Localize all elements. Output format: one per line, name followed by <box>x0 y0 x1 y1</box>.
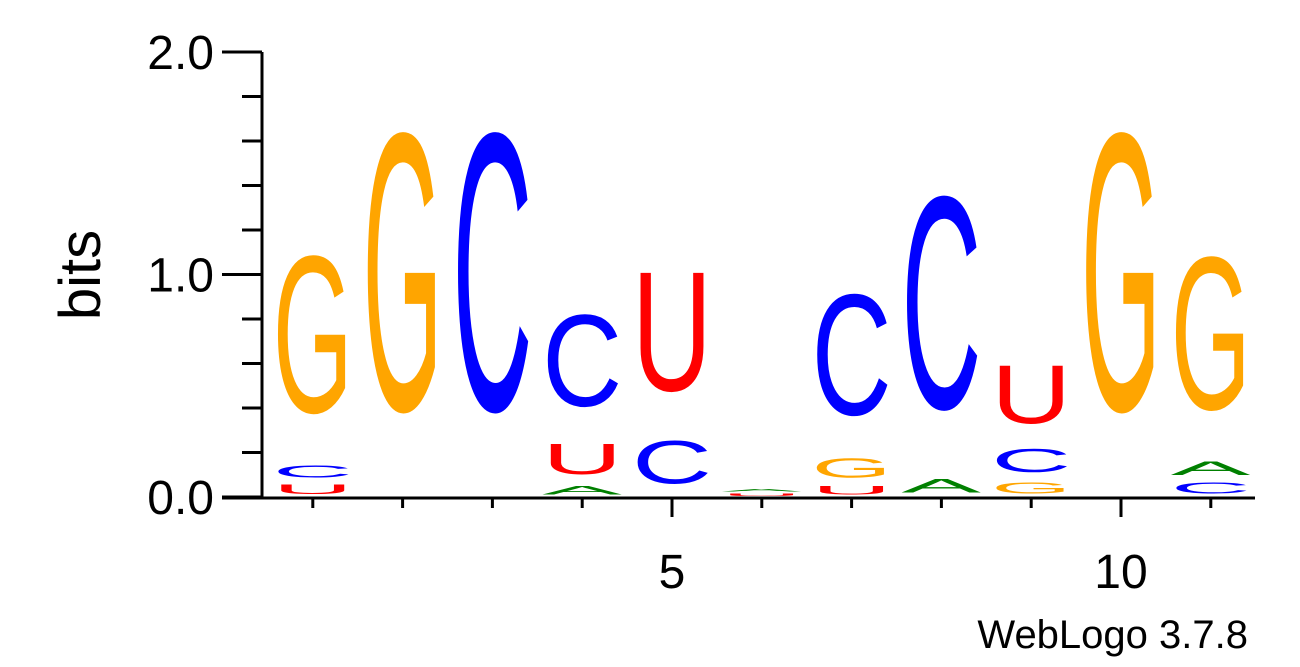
logo-letter-C-pos-11: C <box>1171 479 1251 497</box>
logo-letter-G-pos-9: G <box>991 479 1071 497</box>
logo-letter-C-pos-4: C <box>542 287 622 434</box>
logo-letter-G-pos-2: G <box>363 51 443 495</box>
logo-letter-U-pos-9: U <box>991 347 1071 441</box>
logo-letter-C-pos-5: C <box>632 428 712 497</box>
y-axis-label: bits <box>48 230 113 320</box>
logo-letter-A-pos-6: A <box>722 488 803 492</box>
x-tick-label: 5 <box>659 546 686 599</box>
logo-letter-C-pos-3: C <box>452 50 532 494</box>
logo-letter-A-pos-8: A <box>901 475 981 497</box>
logo-letter-U-pos-5: U <box>632 236 712 427</box>
logo-letter-C-pos-9: C <box>991 442 1071 480</box>
y-tick-label: 2.0 <box>147 27 214 80</box>
logo-letter-A-pos-11: A <box>1171 457 1251 479</box>
logo-letter-G-pos-7: G <box>812 452 892 483</box>
software-version-label: WebLogo 3.7.8 <box>977 613 1248 657</box>
logo-letter-G-pos-11: G <box>1171 212 1251 456</box>
logo-letter-A-pos-4: A <box>542 484 622 497</box>
logo-letter-U-pos-4: U <box>542 435 622 484</box>
logo-letter-U-pos-7: U <box>812 484 892 497</box>
logo-letter-G-pos-1: G <box>273 209 353 460</box>
y-tick-label: 0.0 <box>147 472 214 525</box>
logo-letter-U-pos-6: U <box>722 493 802 497</box>
logo-letter-C-pos-7: C <box>812 259 892 452</box>
logo-letter-C-pos-1: C <box>273 461 353 481</box>
x-tick-label: 10 <box>1094 546 1147 599</box>
logo-letter-U-pos-1: U <box>273 481 353 497</box>
logo-letter-G-pos-10: G <box>1081 51 1161 495</box>
y-tick-label: 1.0 <box>147 250 214 303</box>
axes: 0.0 1.0 2.0 5 10 <box>147 27 1255 599</box>
logo-letter-C-pos-8: C <box>901 134 981 473</box>
